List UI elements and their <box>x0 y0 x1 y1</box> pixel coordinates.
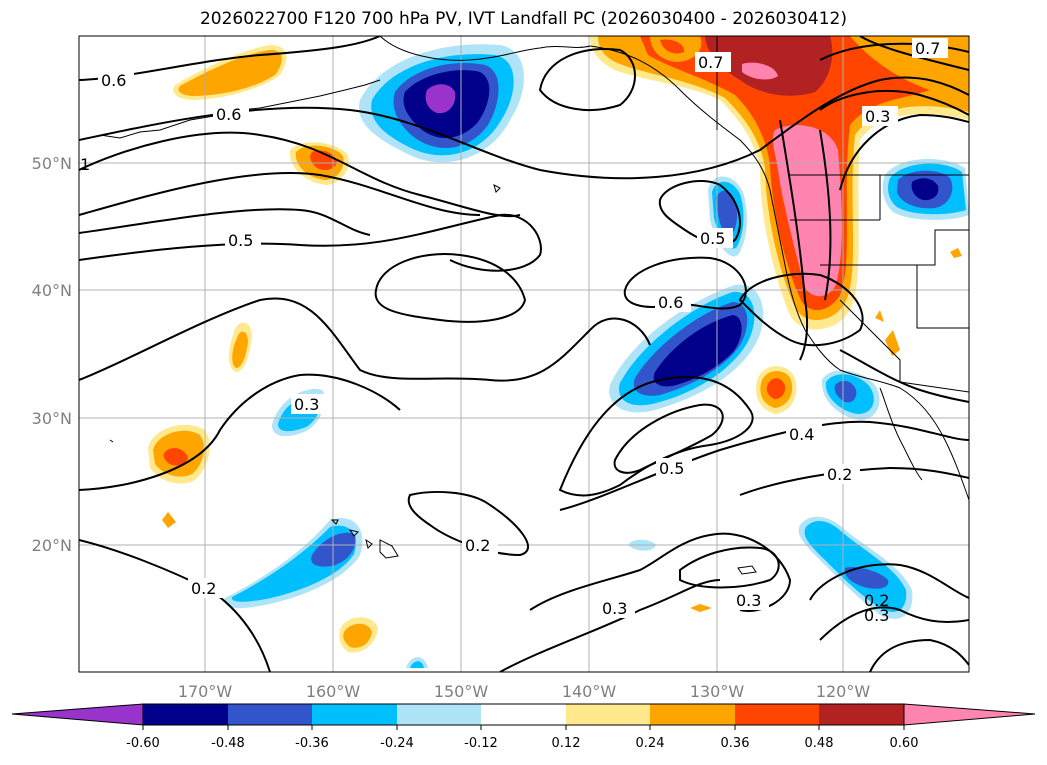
colorbar-tick-label: 0.12 <box>552 736 581 751</box>
colorbar-segment <box>312 704 397 725</box>
contour-labels: 0.6 0.6 0.7 0.7 0.3 1 0.5 0.5 0.6 0.3 0.… <box>80 38 948 625</box>
contour-label: 0.5 <box>659 459 684 478</box>
shade-pos-orange <box>690 604 712 612</box>
lon-label: 170°W <box>178 682 233 701</box>
contour-label: 0.2 <box>191 579 216 598</box>
lat-labels: 50°N 40°N 30°N 20°N <box>32 154 72 555</box>
colorbar-min-extension <box>11 703 144 726</box>
colorbar-segment <box>481 704 566 725</box>
shade-neg-blue <box>716 190 738 237</box>
colorbar-tick-label: -0.24 <box>380 736 414 751</box>
shade-pos-red <box>163 448 188 466</box>
lon-label: 130°W <box>690 682 745 701</box>
map-title: 2026022700 F120 700 hPa PV, IVT Landfall… <box>199 9 847 29</box>
lon-label: 120°W <box>816 682 871 701</box>
colorbar-segment <box>566 704 650 725</box>
shade-pos-dark <box>705 36 833 96</box>
colorbar-segment <box>819 704 904 725</box>
shade-pos-orange <box>178 50 282 96</box>
shade-pos-orange <box>343 623 372 648</box>
colorbar-segment <box>143 704 228 725</box>
lon-label: 160°W <box>306 682 361 701</box>
colorbar-tick-label: 0.24 <box>636 736 665 751</box>
lat-label: 30°N <box>32 409 72 428</box>
contour-label: 0.2 <box>827 465 852 484</box>
shade-neg-mid <box>410 661 424 668</box>
shade-neg-blue <box>834 380 857 403</box>
lon-labels: 170°W 160°W 150°W 140°W 130°W 120°W <box>178 682 871 701</box>
shade-neg-mid <box>804 521 907 612</box>
colorbar-segment <box>397 704 481 725</box>
colorbar: -0.60 -0.48 -0.36 -0.24 -0.12 0.12 0.24 … <box>11 703 1036 751</box>
colorbar-tick-label: 0.60 <box>890 736 919 751</box>
shade-neg-navy <box>911 178 939 201</box>
shade-pos-red <box>766 378 786 400</box>
colorbar-tick-label: -0.48 <box>211 736 245 751</box>
shade-pos-orange <box>232 331 248 368</box>
contour-label: 0.6 <box>101 71 126 90</box>
colorbar-tick-label: 0.48 <box>805 736 834 751</box>
shade-pos-orange <box>950 248 962 258</box>
colorbar-segment <box>650 704 735 725</box>
contour-label: 0.4 <box>789 425 814 444</box>
colorbar-tick-label: 0.36 <box>721 736 750 751</box>
ivt-contours <box>79 36 969 672</box>
colorbar-max-extension <box>903 703 1036 726</box>
colorbar-ticks <box>142 725 905 730</box>
contour-label: 0.6 <box>658 293 683 312</box>
colorbar-frame <box>142 703 905 726</box>
colorbar-tick-label: -0.60 <box>126 736 160 751</box>
shade-pos-pink <box>742 62 778 80</box>
shade-pos-orange <box>885 330 900 356</box>
shade-neg-navy <box>653 315 742 387</box>
contour-label: 0.3 <box>864 606 889 625</box>
contour-label: 0.2 <box>465 536 490 555</box>
plot-frame <box>78 35 970 673</box>
contour-label: 0.7 <box>915 39 940 58</box>
colorbar-tick-label: -0.36 <box>295 736 329 751</box>
lon-label: 140°W <box>562 682 617 701</box>
lat-label: 20°N <box>32 536 72 555</box>
contour-label: 0.5 <box>700 229 725 248</box>
contour-label: 1 <box>80 155 90 174</box>
graticule <box>79 36 969 672</box>
map-plot-area: 0.6 0.6 0.7 0.7 0.3 1 0.5 0.5 0.6 0.3 0.… <box>79 36 969 672</box>
lon-label: 150°W <box>434 682 489 701</box>
contour-label: 0.5 <box>228 231 253 250</box>
contour-label: 0.3 <box>602 599 627 618</box>
contour-label: 0.3 <box>865 107 890 126</box>
contour-label: 0.3 <box>294 395 319 414</box>
lat-label: 50°N <box>32 154 72 173</box>
coastlines <box>99 36 969 575</box>
contour-label: 0.3 <box>736 591 761 610</box>
lat-label: 40°N <box>32 281 72 300</box>
shade-pos-red <box>660 39 685 54</box>
colorbar-segment <box>735 704 819 725</box>
contour-label: 0.6 <box>216 105 241 124</box>
shade-pos-yellow <box>162 512 176 528</box>
shade-pos-orange <box>875 310 884 322</box>
shade-pos-red <box>310 150 337 170</box>
colorbar-segment <box>228 704 312 725</box>
shade-neg-blue <box>844 567 889 589</box>
colorbar-tick-label: -0.12 <box>464 736 498 751</box>
contour-label: 0.7 <box>698 53 723 72</box>
shade-neg-purple <box>425 84 456 114</box>
contour-label: 0.2 <box>864 591 889 610</box>
